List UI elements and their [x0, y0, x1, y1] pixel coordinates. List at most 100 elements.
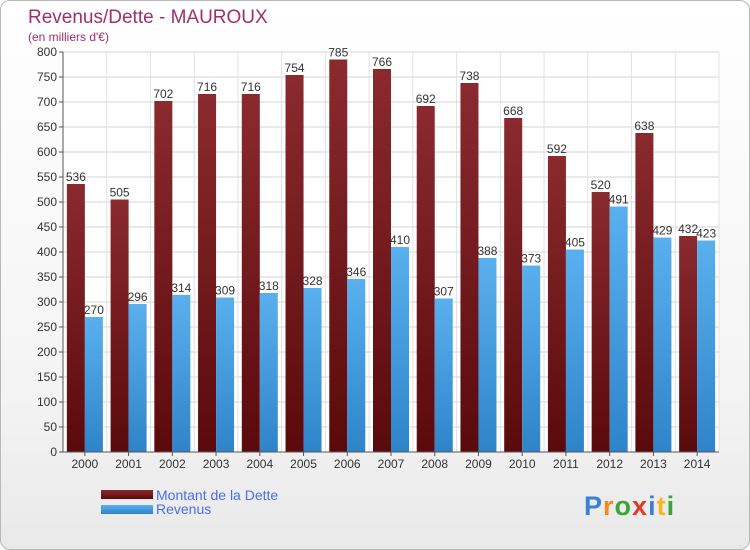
data-label-revenus-2008: 307 — [434, 285, 454, 299]
y-tick-label-400: 400 — [37, 245, 57, 259]
logo-letter-6: i — [666, 491, 676, 521]
bar-dette-2001 — [110, 199, 129, 452]
bar-dette-2011 — [547, 156, 566, 452]
data-label-dette-2012: 520 — [591, 178, 611, 192]
legend-label-dette: Montant de la Dette — [156, 487, 279, 503]
y-tick-label-550: 550 — [37, 170, 57, 184]
data-label-dette-2000: 536 — [66, 170, 86, 184]
bar-revenus-2009 — [478, 258, 497, 452]
data-label-dette-2003: 716 — [197, 80, 217, 94]
x-tick-label-2014: 2014 — [684, 457, 711, 471]
data-label-dette-2001: 505 — [110, 186, 130, 200]
y-tick-label-200: 200 — [37, 345, 57, 359]
proxiti-logo: Proxiti — [584, 491, 675, 522]
x-tick-label-2008: 2008 — [421, 457, 448, 471]
y-tick-label-0: 0 — [50, 445, 57, 459]
data-label-dette-2009: 738 — [459, 69, 479, 83]
data-label-revenus-2014: 423 — [696, 227, 716, 241]
y-tick-label-750: 750 — [37, 70, 57, 84]
x-tick-label-2000: 2000 — [72, 457, 99, 471]
bar-revenus-2000 — [84, 317, 103, 452]
data-label-revenus-2013: 429 — [652, 224, 672, 238]
x-tick-label-2004: 2004 — [246, 457, 273, 471]
bar-dette-2003 — [198, 94, 217, 452]
bar-revenus-2012 — [609, 206, 628, 452]
x-tick-label-2013: 2013 — [640, 457, 667, 471]
bar-dette-2000 — [66, 184, 85, 452]
chart-title: Revenus/Dette - MAUROUX — [28, 7, 268, 28]
y-tick-label-100: 100 — [37, 395, 57, 409]
y-tick-label-250: 250 — [37, 320, 57, 334]
data-label-dette-2013: 638 — [634, 119, 654, 133]
y-tick-label-300: 300 — [37, 295, 57, 309]
bar-dette-2009 — [460, 83, 479, 452]
x-tick-label-2007: 2007 — [378, 457, 405, 471]
legend-swatch-revenus — [101, 505, 153, 514]
data-label-revenus-2011: 405 — [565, 236, 585, 250]
bar-revenus-2014 — [697, 240, 716, 452]
bar-revenus-2004 — [259, 293, 278, 452]
x-tick-label-2001: 2001 — [115, 457, 142, 471]
data-label-dette-2006: 785 — [328, 46, 348, 60]
legend-label-revenus: Revenus — [156, 501, 212, 517]
y-tick-label-50: 50 — [44, 420, 58, 434]
data-label-revenus-2002: 314 — [171, 281, 191, 295]
bar-revenus-2001 — [128, 304, 147, 452]
x-tick-label-2003: 2003 — [203, 457, 230, 471]
x-tick-label-2002: 2002 — [159, 457, 186, 471]
data-label-dette-2011: 592 — [547, 142, 567, 156]
x-tick-label-2006: 2006 — [334, 457, 361, 471]
bar-dette-2004 — [241, 94, 260, 452]
bar-revenus-2008 — [434, 298, 453, 452]
logo-letter-2: o — [614, 491, 633, 521]
logo-letter-0: P — [584, 491, 604, 521]
bar-revenus-2006 — [347, 279, 366, 452]
bar-dette-2014 — [679, 236, 698, 452]
data-label-dette-2005: 754 — [285, 61, 305, 75]
data-label-revenus-2012: 491 — [609, 193, 629, 207]
data-label-revenus-2007: 410 — [390, 233, 410, 247]
bar-revenus-2013 — [653, 237, 672, 452]
bars-group — [66, 59, 716, 452]
y-tick-label-600: 600 — [37, 145, 57, 159]
logo-letter-4: i — [648, 491, 657, 521]
y-tick-label-650: 650 — [37, 120, 57, 134]
data-label-revenus-2005: 328 — [303, 274, 323, 288]
data-label-dette-2002: 702 — [153, 87, 173, 101]
y-tick-label-500: 500 — [37, 195, 57, 209]
bar-revenus-2003 — [216, 297, 235, 452]
y-tick-label-150: 150 — [37, 370, 57, 384]
axes-group: 0 50 100 150 200 250 300 350 400 450 500 550 600 650 7… — [37, 45, 719, 471]
x-tick-label-2012: 2012 — [596, 457, 623, 471]
bar-dette-2013 — [635, 133, 654, 452]
bar-dette-2008 — [416, 106, 435, 452]
x-tick-label-2010: 2010 — [509, 457, 536, 471]
data-label-dette-2010: 668 — [503, 104, 523, 118]
bar-revenus-2011 — [565, 249, 584, 452]
legend-swatch-dette — [101, 490, 153, 499]
y-tick-label-350: 350 — [37, 270, 57, 284]
data-label-revenus-2006: 346 — [346, 265, 366, 279]
data-label-dette-2007: 766 — [372, 55, 392, 69]
data-label-revenus-2009: 388 — [477, 244, 497, 258]
bar-dette-2002 — [154, 101, 173, 452]
bar-dette-2007 — [373, 69, 391, 452]
bar-dette-2006 — [329, 59, 348, 452]
data-label-dette-2004: 716 — [241, 80, 261, 94]
data-label-revenus-2000: 270 — [84, 303, 104, 317]
y-tick-label-700: 700 — [37, 95, 57, 109]
bar-revenus-2007 — [391, 247, 409, 452]
data-label-dette-2008: 692 — [416, 92, 436, 106]
bar-dette-2012 — [591, 192, 610, 452]
bar-revenus-2005 — [303, 288, 322, 452]
x-tick-label-2005: 2005 — [290, 457, 317, 471]
x-tick-label-2011: 2011 — [553, 457, 579, 471]
data-label-revenus-2004: 318 — [259, 279, 279, 293]
data-labels-group: 536 270 505 296 702 314 716 309 716 318 754 328 785 3… — [66, 46, 717, 318]
data-label-revenus-2001: 296 — [128, 290, 148, 304]
bar-revenus-2010 — [522, 265, 541, 452]
data-label-revenus-2010: 373 — [521, 252, 541, 266]
logo-letter-3: x — [632, 491, 649, 521]
